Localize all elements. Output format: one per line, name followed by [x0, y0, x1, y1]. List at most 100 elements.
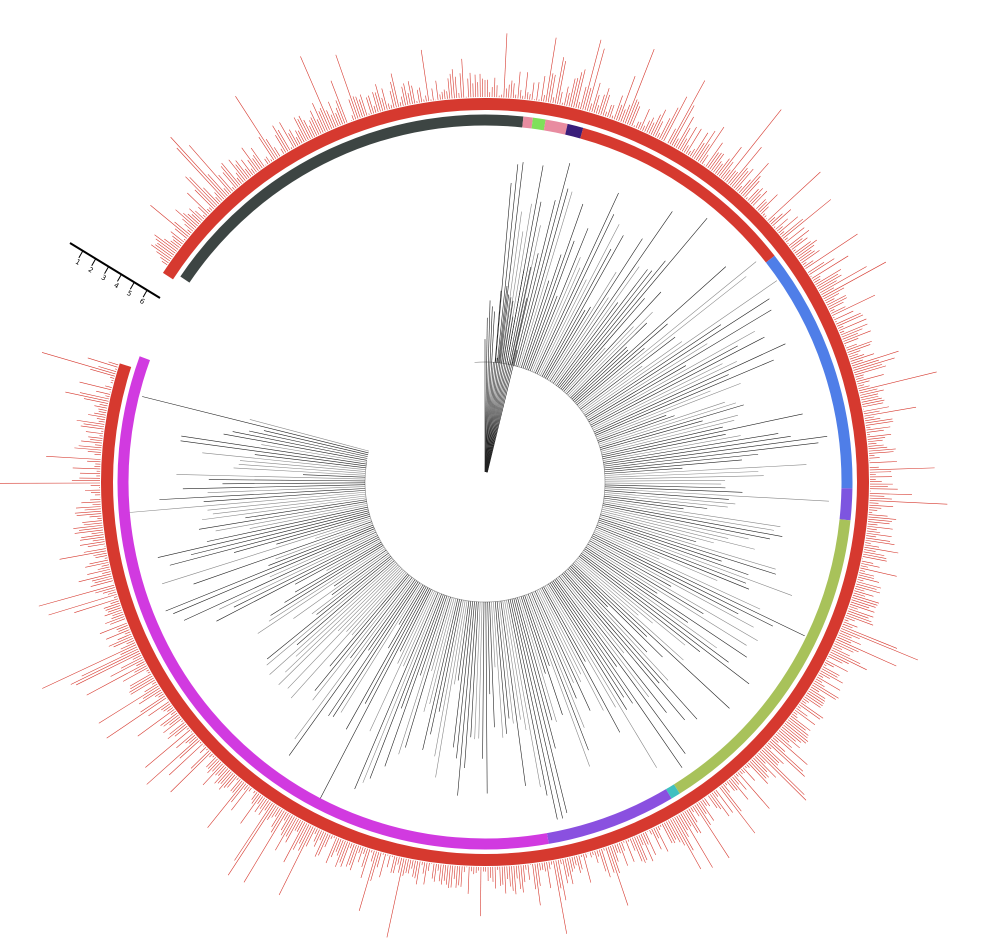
value-bar: [295, 136, 301, 145]
value-bar: [552, 97, 555, 104]
value-bar: [298, 824, 310, 844]
branch: [567, 568, 648, 653]
value-bar: [865, 542, 871, 544]
branch: [539, 588, 604, 711]
value-bar: [854, 590, 874, 597]
branch: [535, 192, 619, 374]
value-bar: [319, 108, 330, 130]
value-bar: [611, 115, 614, 119]
value-bar: [851, 599, 876, 608]
value-bar: [816, 273, 839, 287]
value-bar: [716, 158, 730, 176]
value-bar: [87, 357, 118, 368]
value-bar: [568, 78, 576, 107]
value-bar: [669, 80, 706, 145]
value-bar: [739, 770, 743, 775]
value-bar: [214, 768, 229, 784]
value-bar: [677, 127, 691, 150]
branch: [557, 269, 648, 387]
branch: [198, 501, 367, 530]
value-bar: [185, 734, 196, 744]
branch: [222, 482, 366, 485]
value-bar: [451, 69, 455, 99]
value-bar: [218, 773, 234, 790]
value-bar: [172, 239, 182, 247]
value-bar: [107, 607, 122, 613]
value-bar: [126, 640, 135, 645]
value-bar: [764, 746, 784, 765]
branch: [296, 560, 395, 646]
value-bar: [433, 863, 437, 882]
branch: [601, 420, 735, 454]
branch: [531, 592, 577, 699]
value-bar: [89, 515, 102, 518]
value-bar: [833, 645, 843, 650]
value-bar: [453, 865, 456, 880]
value-bar: [868, 514, 888, 517]
value-bar: [543, 94, 545, 102]
value-bar: [550, 861, 553, 865]
value-bar: [853, 592, 866, 597]
value-bar: [222, 172, 237, 189]
value-bar: [318, 111, 328, 131]
value-bar: [76, 652, 141, 686]
value-bar: [867, 528, 877, 531]
value-bar: [824, 662, 834, 668]
value-bar: [157, 242, 175, 256]
value-bar: [869, 493, 912, 495]
value-bar: [718, 147, 742, 177]
value-bar: [333, 836, 335, 839]
branch: [538, 279, 587, 375]
branch: [528, 295, 558, 371]
value-bar: [837, 314, 864, 327]
value-bar: [859, 388, 878, 394]
value-bar: [294, 819, 301, 831]
value-bar: [607, 846, 629, 906]
value-bar: [688, 808, 698, 823]
value-bar: [283, 822, 306, 863]
value-bar: [310, 110, 322, 134]
value-bar: [699, 126, 725, 163]
value-bar: [761, 206, 769, 215]
value-bar: [339, 841, 348, 863]
value-bar: [419, 87, 423, 103]
branch: [572, 349, 629, 401]
value-bar: [105, 616, 125, 624]
value-bar: [856, 374, 884, 382]
branch: [566, 291, 662, 395]
branch: [294, 541, 382, 593]
value-bar: [571, 856, 575, 869]
branch: [576, 348, 645, 406]
branch: [496, 601, 510, 719]
value-bar: [48, 593, 117, 616]
value-bar: [557, 859, 567, 901]
value-bar: [816, 676, 841, 691]
value-bar: [536, 82, 540, 101]
branch: [369, 593, 442, 779]
value-bar: [560, 859, 562, 865]
value-bar: [681, 126, 697, 152]
branch: [293, 551, 388, 619]
branch: [541, 587, 621, 733]
value-bar: [449, 73, 453, 99]
branch: [431, 597, 453, 671]
branch: [594, 530, 660, 560]
value-bar: [148, 701, 170, 717]
branch: [563, 572, 660, 684]
value-bar: [227, 776, 237, 788]
scale-label: 4: [112, 281, 120, 290]
value-bar: [715, 789, 733, 813]
branch: [604, 495, 708, 509]
value-bar: [720, 161, 734, 178]
value-bar: [134, 665, 147, 673]
branch: [311, 554, 390, 615]
branch: [559, 270, 653, 389]
branch: [519, 191, 573, 368]
value-bar: [114, 368, 117, 370]
branch: [495, 182, 512, 363]
value-bar: [831, 306, 846, 314]
scale-tick: [91, 258, 97, 266]
value-bar: [837, 325, 844, 329]
value-bar: [348, 99, 357, 120]
value-bar: [518, 865, 521, 889]
